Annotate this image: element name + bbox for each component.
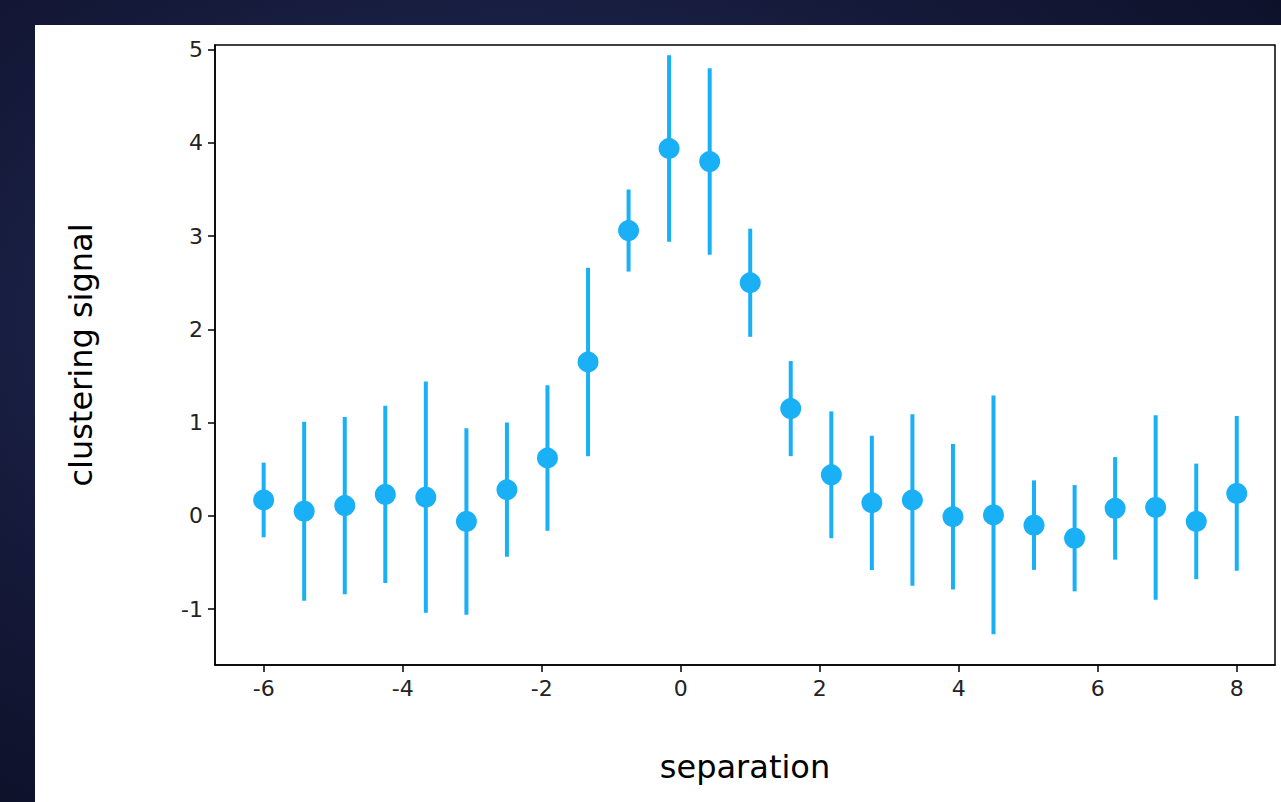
svg-text:3: 3 bbox=[189, 224, 203, 249]
svg-text:2: 2 bbox=[813, 676, 827, 701]
svg-text:-2: -2 bbox=[531, 676, 553, 701]
svg-text:0: 0 bbox=[189, 503, 203, 528]
svg-text:2: 2 bbox=[189, 317, 203, 342]
svg-text:-1: -1 bbox=[181, 597, 203, 622]
svg-text:6: 6 bbox=[1091, 676, 1105, 701]
svg-text:0: 0 bbox=[674, 676, 688, 701]
svg-text:-4: -4 bbox=[392, 676, 414, 701]
svg-text:1: 1 bbox=[189, 410, 203, 435]
svg-text:8: 8 bbox=[1230, 676, 1244, 701]
svg-text:5: 5 bbox=[189, 37, 203, 62]
svg-text:clustering signal: clustering signal bbox=[62, 223, 100, 486]
svg-text:4: 4 bbox=[952, 676, 966, 701]
svg-text:4: 4 bbox=[189, 130, 203, 155]
svg-text:-6: -6 bbox=[253, 676, 275, 701]
svg-text:separation: separation bbox=[660, 748, 830, 786]
